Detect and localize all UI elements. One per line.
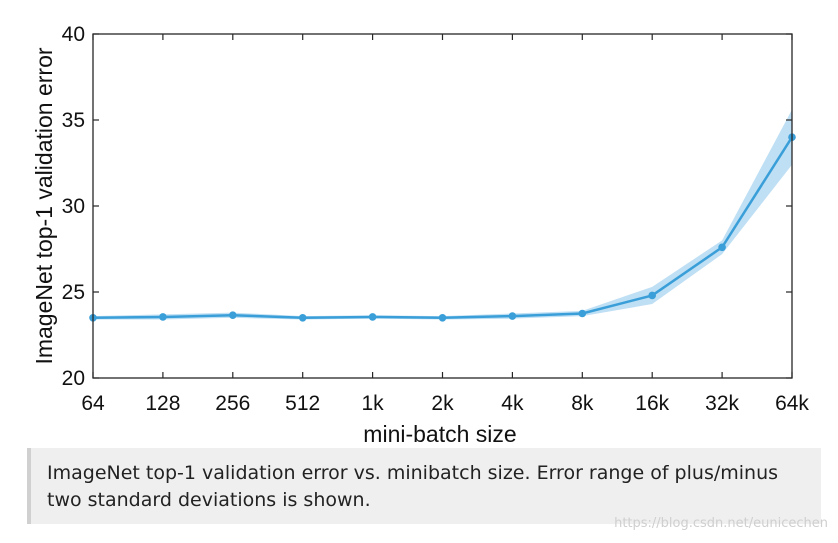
y-axis-label: ImageNet top-1 validation error — [31, 47, 57, 364]
error-band — [93, 109, 792, 320]
figure-caption: ImageNet top-1 validation error vs. mini… — [27, 448, 821, 524]
data-point — [718, 243, 726, 252]
y-tick-label: 40 — [62, 23, 85, 46]
x-tick-label: 4k — [501, 392, 524, 415]
x-tick-label: 64 — [81, 392, 105, 415]
chart: 64 128 256 512 1k 2k 4k 8k 16k 32k 64k 20 25 30 35 40 m… — [31, 23, 809, 445]
y-tick-label: 30 — [62, 195, 85, 218]
data-point — [229, 311, 237, 320]
data-point — [508, 312, 517, 320]
data-point — [578, 309, 587, 318]
series-line — [92, 136, 794, 320]
y-tick-label: 20 — [62, 367, 85, 390]
x-tick-label: 2k — [431, 392, 454, 415]
data-point — [298, 314, 307, 322]
x-tick-label: 1k — [362, 392, 385, 415]
plot-frame — [92, 33, 793, 379]
x-tick-label: 8k — [571, 392, 594, 415]
x-tick-label: 16k — [635, 392, 669, 415]
y-tick-label: 25 — [62, 281, 85, 304]
x-tick-label: 64k — [775, 392, 809, 415]
data-point — [648, 291, 656, 300]
watermark-text: https://blog.csdn.net/eunicechen — [614, 516, 828, 531]
x-tick-label: 256 — [215, 392, 250, 415]
data-point — [159, 313, 167, 321]
y-tick-label: 35 — [62, 109, 85, 132]
data-point — [368, 313, 377, 321]
x-axis-label: mini-batch size — [363, 421, 516, 445]
data-point — [438, 314, 447, 322]
x-tick-label: 128 — [145, 392, 180, 415]
x-tick-label: 512 — [285, 392, 320, 415]
x-tick-label: 32k — [705, 392, 739, 415]
